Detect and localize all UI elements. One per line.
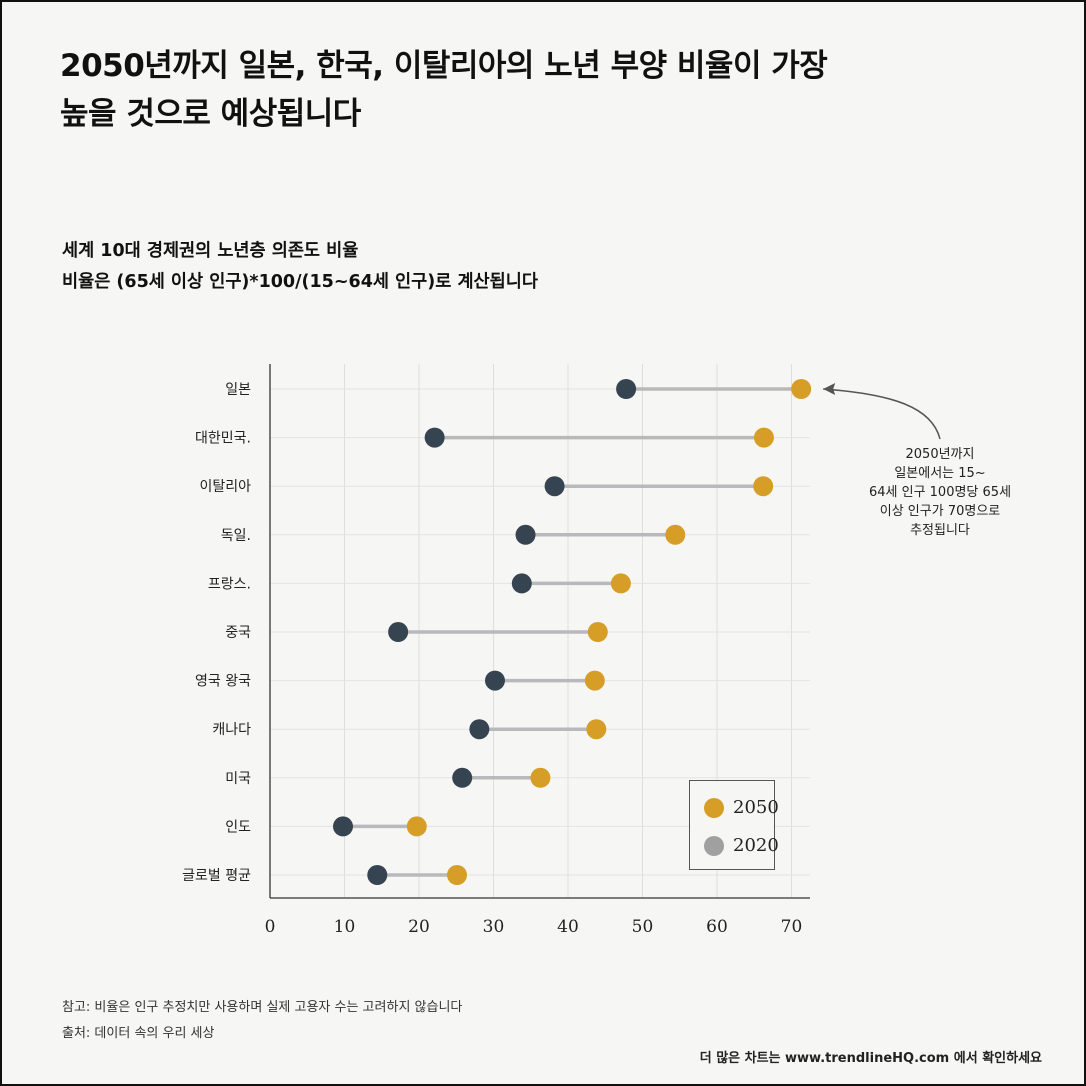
point-2020: [469, 719, 490, 740]
table-row: 미국: [225, 767, 551, 788]
category-label: 캐나다: [212, 722, 251, 738]
point-2050: [406, 816, 427, 837]
category-label: 중국: [225, 625, 251, 641]
annotation-arrowhead: [823, 383, 836, 395]
x-tick-label-40: 40: [557, 917, 579, 937]
point-2050: [791, 379, 812, 399]
table-row: 일본: [225, 379, 812, 399]
annotation-line-2: 일본에서는 15~: [894, 466, 986, 481]
table-row: 독일.: [221, 524, 686, 545]
legend-item-2050: 2050: [704, 797, 779, 818]
axes: 0 10 20 30 40 50 60 70: [265, 364, 810, 937]
point-2020: [367, 865, 388, 885]
footnotes: 참고: 비율은 인구 추정치만 사용하며 실제 고용자 수는 고려하지 않습니다…: [62, 995, 462, 1047]
table-row: 영국 왕국: [195, 670, 605, 691]
annotation-line-5: 추정됩니다: [910, 523, 970, 538]
category-label: 미국: [225, 771, 251, 787]
title-line-2: 높을 것으로 예상됩니다: [60, 96, 361, 132]
chart-subtitle: 세계 10대 경제권의 노년층 의존도 비율 비율은 (65세 이상 인구)*1…: [62, 236, 962, 298]
table-row: 대한민국.: [195, 427, 774, 448]
annotation-line-3: 64세 인구 100명당 65세: [868, 485, 1012, 500]
point-2050: [753, 427, 774, 448]
legend-label-2050: 2050: [733, 797, 779, 818]
table-row: 캐나다: [212, 719, 607, 740]
point-2050: [665, 524, 686, 545]
point-2050: [586, 719, 607, 740]
category-label: 프랑스.: [208, 576, 251, 592]
legend-swatch-2050: [704, 797, 724, 818]
source-text: 출처: 데이터 속의 우리 세상: [62, 1026, 215, 1041]
point-2020: [452, 767, 473, 788]
x-tick-label-0: 0: [265, 917, 276, 937]
table-row: 인도: [225, 816, 427, 837]
point-2050: [610, 573, 631, 594]
annotation-arrow-group: [823, 383, 941, 440]
point-2020: [515, 524, 536, 545]
category-label: 대한민국.: [195, 431, 251, 447]
category-label: 글로벌 평균: [182, 868, 251, 884]
point-2050: [446, 865, 467, 885]
x-tick-label-20: 20: [408, 917, 430, 937]
x-tick-label-50: 50: [632, 917, 654, 937]
chart-legend: 2050 2020: [689, 780, 779, 870]
category-label: 이탈리아: [199, 479, 251, 495]
category-label: 일본: [225, 382, 251, 398]
point-2020: [388, 622, 409, 642]
point-2020: [544, 476, 565, 497]
point-2020: [424, 427, 445, 448]
x-tick-label-10: 10: [334, 917, 356, 937]
point-2020: [333, 816, 354, 837]
note-text: 참고: 비율은 인구 추정치만 사용하며 실제 고용자 수는 고려하지 않습니다: [62, 1000, 463, 1015]
x-tick-label-30: 30: [483, 917, 505, 937]
table-row: 이탈리아: [199, 476, 774, 497]
point-2050: [584, 670, 605, 691]
point-2050: [530, 767, 551, 788]
point-2020: [511, 573, 532, 594]
footer-link-text: 더 많은 차트는 www.trendlineHQ.com 에서 확인하세요: [699, 1051, 1042, 1066]
x-tick-label-70: 70: [781, 917, 803, 937]
annotation-line-4: 이상 인구가 70명으로: [879, 504, 1001, 519]
point-2020: [616, 379, 637, 399]
point-2050: [587, 622, 608, 642]
table-row: 중국: [225, 622, 608, 642]
subtitle-line-1: 세계 10대 경제권의 노년층 의존도 비율: [62, 241, 359, 261]
x-tick-label-60: 60: [706, 917, 728, 937]
category-label: 인도: [225, 819, 251, 835]
annotation-text: 2050년까지 일본에서는 15~ 64세 인구 100명당 65세 이상 인구…: [860, 445, 1020, 540]
chart-title: 2050년까지 일본, 한국, 이탈리아의 노년 부양 비율이 가장 높을 것으…: [60, 42, 1020, 138]
table-row: 프랑스.: [208, 573, 631, 594]
annotation-line-1: 2050년까지: [905, 447, 975, 462]
legend-label-2020: 2020: [733, 835, 779, 856]
point-2020: [484, 670, 505, 691]
subtitle-line-2: 비율은 (65세 이상 인구)*100/(15~64세 인구)로 계산됩니다: [62, 272, 538, 292]
category-label: 영국 왕국: [195, 674, 251, 690]
table-row: 글로벌 평균: [182, 865, 467, 885]
legend-swatch-2020: [704, 835, 724, 856]
legend-item-2020: 2020: [704, 835, 779, 856]
annotation-arrow: [823, 388, 941, 440]
title-line-1: 2050년까지 일본, 한국, 이탈리아의 노년 부양 비율이 가장: [60, 48, 828, 84]
category-label: 독일.: [221, 528, 251, 544]
point-2050: [753, 476, 774, 497]
